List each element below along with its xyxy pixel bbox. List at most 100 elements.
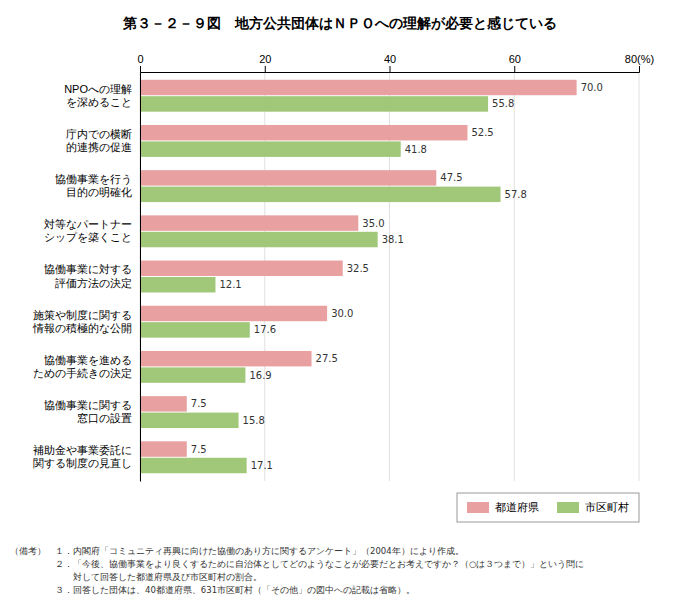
data-label: 7.5 bbox=[191, 398, 207, 409]
x-tick-mark bbox=[639, 66, 640, 72]
bar bbox=[140, 187, 501, 202]
bar bbox=[140, 125, 467, 140]
y-tick-label: NPOへの理解を深めること bbox=[64, 83, 132, 108]
data-label: 7.5 bbox=[191, 444, 207, 455]
y-tick: 対等なパートナーシップを築くこと bbox=[44, 218, 140, 243]
y-tick-label: 協働事業を進めるための手続きの決定 bbox=[33, 354, 132, 379]
bar bbox=[140, 170, 436, 185]
x-tick-label: 20 bbox=[259, 53, 271, 65]
note: ２．「今後、協働事業をより良くするために自治体としてどのようなことが必要だとお考… bbox=[10, 559, 584, 569]
legend-swatch bbox=[467, 502, 489, 513]
y-tick-label-line: ための手続きの決定 bbox=[33, 367, 132, 379]
y-tick-label-line: 的連携の促進 bbox=[66, 141, 132, 153]
data-label: 27.5 bbox=[316, 353, 338, 364]
y-tick: 協働事業を行う目的の明確化 bbox=[55, 173, 140, 198]
data-label: 17.1 bbox=[251, 460, 273, 471]
data-label: 32.5 bbox=[347, 263, 369, 274]
bar bbox=[140, 96, 488, 111]
note: ３．回答した団体は、40都道府県、631市区町村（「その他」の図中への記載は省略… bbox=[10, 585, 415, 595]
x-tick-mark bbox=[514, 66, 515, 72]
data-label: 35.0 bbox=[362, 218, 384, 229]
y-tick: 庁内での横断的連携の促進 bbox=[66, 128, 140, 153]
x-tick: 0 bbox=[137, 53, 143, 72]
y-tick-label-line: シップを築くこと bbox=[44, 231, 132, 243]
data-label: 15.8 bbox=[243, 415, 265, 426]
data-label: 16.9 bbox=[249, 370, 271, 381]
bar bbox=[140, 458, 247, 473]
y-tick-label-line: NPOへの理解 bbox=[64, 83, 132, 95]
x-tick: 40 bbox=[384, 53, 396, 72]
y-axis: NPOへの理解を深めること庁内での横断的連携の促進協働事業を行う目的の明確化対等… bbox=[32, 73, 141, 482]
bar bbox=[140, 277, 215, 292]
data-label: 70.0 bbox=[581, 82, 603, 93]
bar bbox=[140, 441, 187, 456]
x-tick-label: 0 bbox=[137, 53, 143, 65]
x-tick: 60 bbox=[509, 53, 521, 72]
data-label: 57.8 bbox=[505, 189, 527, 200]
y-tick-label-line: 窓口の設置 bbox=[77, 412, 132, 424]
data-label: 12.1 bbox=[219, 279, 241, 290]
legend-label: 都道府県 bbox=[495, 501, 539, 514]
bar bbox=[140, 232, 378, 247]
x-tick-mark bbox=[265, 66, 266, 72]
axis-domain bbox=[140, 73, 141, 482]
notes: （備考） １．内閣府「コミュニティ再興に向けた協働のあり方に関するアンケート」（… bbox=[10, 546, 584, 595]
grid-line bbox=[140, 72, 141, 481]
note: （備考） １．内閣府「コミュニティ再興に向けた協働のあり方に関するアンケート」（… bbox=[10, 546, 464, 556]
y-tick-label-line: 関する制度の見直し bbox=[33, 457, 132, 470]
x-tick-mark bbox=[390, 66, 391, 72]
bar bbox=[140, 141, 401, 156]
chart: 第３－２－９図 地方公共団体はＮＰＯへの理解が必要と感じている70.052.54… bbox=[0, 0, 679, 601]
y-tick: 協働事業に対する評価方法の決定 bbox=[44, 263, 140, 288]
grid bbox=[140, 72, 639, 481]
bar bbox=[140, 261, 343, 276]
legend: 都道府県 市区町村 bbox=[457, 493, 639, 522]
title: 第３－２－９図 地方公共団体はＮＰＯへの理解が必要と感じている bbox=[122, 15, 557, 31]
plot: 70.052.547.535.032.530.027.57.57.555.841… bbox=[32, 53, 654, 482]
x-tick-label: 40 bbox=[384, 53, 396, 65]
bar bbox=[140, 215, 358, 230]
legend-label: 市区町村 bbox=[585, 501, 629, 514]
grid-line bbox=[639, 72, 640, 481]
bar bbox=[140, 396, 187, 411]
y-tick-label-line: 目的の明確化 bbox=[66, 186, 132, 198]
data-label: 17.6 bbox=[254, 324, 276, 335]
bar bbox=[140, 413, 239, 428]
bar bbox=[140, 306, 327, 321]
y-tick-label: 庁内での横断的連携の促進 bbox=[66, 128, 132, 153]
data-label: 47.5 bbox=[440, 172, 462, 183]
x-tick: 20 bbox=[259, 53, 271, 72]
bar bbox=[140, 80, 577, 95]
x-tick-mark bbox=[140, 66, 141, 72]
y-tick: 協働事業を進めるための手続きの決定 bbox=[33, 354, 140, 379]
data-label: 38.1 bbox=[382, 234, 404, 245]
data-labels: 70.052.547.535.032.530.027.57.57.555.841… bbox=[191, 82, 603, 471]
data-label: 55.8 bbox=[492, 98, 514, 109]
legend-box bbox=[457, 493, 639, 522]
y-tick-label-line: 評価方法の決定 bbox=[55, 277, 132, 289]
y-tick-label: 協働事業に関する窓口の設置 bbox=[44, 399, 132, 424]
y-tick-label: 協働事業を行う目的の明確化 bbox=[55, 173, 132, 198]
x-tick: 80(%) bbox=[625, 53, 654, 72]
x-tick-label: 80(%) bbox=[625, 53, 654, 65]
y-tick: 補助金や事業委託に関する制度の見直し bbox=[33, 444, 140, 470]
grid-line bbox=[514, 72, 515, 481]
bar bbox=[140, 367, 245, 382]
y-tick-label-line: 協働事業に対する bbox=[44, 263, 132, 276]
y-tick-label-line: 協働事業を進める bbox=[44, 354, 132, 366]
y-tick-label-line: 補助金や事業委託に bbox=[33, 444, 132, 456]
y-tick-label-line: 協働事業に関する bbox=[44, 399, 132, 412]
y-tick-label-line: 対等なパートナー bbox=[44, 218, 132, 230]
data-label: 41.8 bbox=[405, 144, 427, 155]
y-tick-label: 対等なパートナーシップを築くこと bbox=[44, 218, 132, 243]
y-tick-label-line: 施策や制度に関する bbox=[33, 309, 132, 322]
bars bbox=[140, 80, 577, 473]
y-tick-label: 施策や制度に関する情報の積極的な公開 bbox=[32, 309, 132, 334]
y-tick-label-line: 庁内での横断 bbox=[66, 128, 132, 140]
y-tick-label-line: 協働事業を行う bbox=[55, 173, 132, 186]
x-axis: 0 20 40 60 80(%) bbox=[137, 53, 654, 73]
bar bbox=[140, 322, 250, 337]
x-tick-label: 60 bbox=[509, 53, 521, 65]
y-tick-label: 補助金や事業委託に関する制度の見直し bbox=[33, 444, 132, 470]
y-tick: 施策や制度に関する情報の積極的な公開 bbox=[32, 309, 140, 334]
